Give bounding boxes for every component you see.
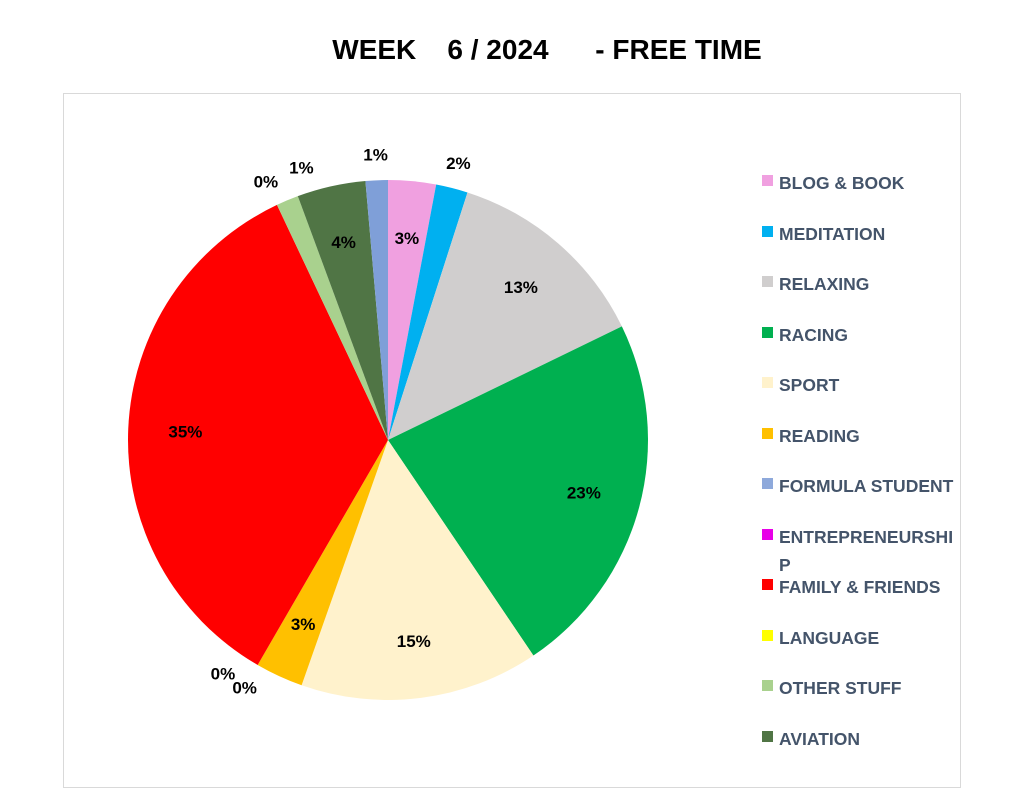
data-label: 1%	[363, 145, 388, 164]
data-label: 4%	[331, 233, 356, 252]
legend-label: FAMILY & FRIENDS	[779, 577, 941, 597]
chart-title: WEEK 6 / 2024 - FREE TIME	[332, 34, 762, 65]
legend-label: AVIATION	[779, 728, 861, 749]
legend-item: RELAXING	[762, 274, 962, 321]
pie-slice-reading	[257, 440, 388, 686]
legend-swatch	[762, 276, 773, 287]
pie-slice-other-stuff	[276, 196, 388, 440]
legend-swatch	[762, 175, 773, 186]
legend-item: READING	[762, 426, 962, 473]
legend-item: LANGUAGE	[762, 628, 962, 675]
legend-item: FORMULA STUDENT	[762, 476, 962, 523]
legend-item: SPORT	[762, 375, 962, 422]
data-label: 15%	[397, 632, 431, 651]
data-label: 1%	[289, 158, 314, 177]
legend-swatch	[762, 579, 773, 590]
data-label: 3%	[395, 229, 420, 248]
chart-area	[63, 93, 961, 788]
data-label: 23%	[567, 484, 601, 503]
pie-slice-unnamed	[365, 180, 388, 440]
data-label: 13%	[504, 278, 538, 297]
data-label: 0%	[232, 678, 257, 697]
legend-item: MEDITATION	[762, 224, 962, 271]
legend-label: MEDITATION	[779, 223, 886, 244]
legend-swatch	[762, 427, 773, 439]
legend-item: BLOG & BOOK	[762, 173, 962, 220]
data-label: 35%	[168, 422, 202, 441]
legend-swatch	[762, 326, 773, 338]
legend-swatch	[762, 629, 773, 641]
legend-label: RELAXING	[779, 274, 870, 294]
pie-slice-family-friends	[127, 204, 388, 665]
legend-item: FAMILY & FRIENDS	[762, 577, 962, 624]
legend-label: FORMULA STUDENT	[779, 476, 954, 496]
legend-swatch	[762, 225, 773, 237]
legend-swatch	[762, 528, 773, 540]
legend-label: BLOG & BOOK	[779, 173, 905, 193]
pie-slice-sport	[301, 440, 534, 700]
pie-slice-racing	[388, 326, 648, 656]
legend-item: ENTREPRENEURSHIP	[762, 527, 962, 575]
data-label: 0%	[211, 665, 236, 684]
legend-label: LANGUAGE	[779, 627, 880, 648]
legend-label: RACING	[779, 324, 849, 345]
legend-label: ENTREPRENEURSHIP	[779, 526, 954, 575]
legend-item: RACING	[762, 325, 962, 372]
pie-slice-meditation	[388, 184, 468, 440]
data-label: 0%	[254, 172, 279, 191]
legend-item: OTHER STUFF	[762, 678, 962, 725]
legend-swatch	[762, 377, 773, 388]
pie-slice-aviation	[297, 180, 388, 440]
legend-label: SPORT	[779, 375, 840, 395]
legend-label: OTHER STUFF	[779, 678, 902, 698]
legend-label: READING	[779, 425, 860, 446]
pie-slice-blog-book	[388, 180, 437, 440]
data-label: 3%	[291, 615, 316, 634]
legend-swatch	[762, 730, 773, 742]
legend-swatch	[762, 680, 773, 691]
legend-swatch	[762, 478, 773, 489]
pie-slice-relaxing	[388, 192, 622, 440]
data-label: 2%	[446, 154, 471, 173]
legend-item: AVIATION	[762, 729, 962, 776]
